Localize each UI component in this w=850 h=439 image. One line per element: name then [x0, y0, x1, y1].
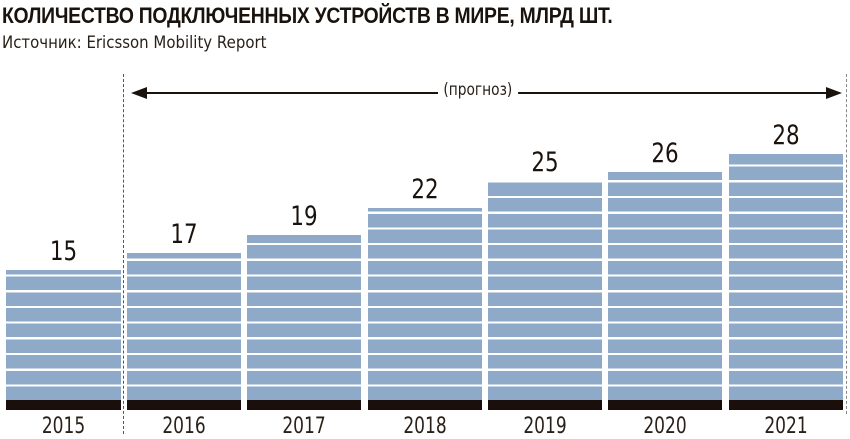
year-label-2017: 2017: [282, 414, 326, 439]
bar-base-2021: [729, 400, 843, 410]
bar-base-2017: [247, 400, 361, 410]
value-label-2016: 17: [170, 219, 198, 250]
bar-2015: [6, 270, 121, 400]
bar-2018: [368, 208, 482, 400]
value-label-2021: 28: [772, 120, 800, 151]
bar-2021: [729, 154, 843, 400]
value-label-2020: 26: [651, 138, 679, 169]
bar-2017: [247, 235, 361, 400]
bar-base-2020: [608, 400, 722, 410]
forecast-divider-left: [123, 74, 124, 434]
year-label-2019: 2019: [523, 414, 567, 439]
bar-2016: [127, 253, 241, 400]
year-label-2016: 2016: [162, 414, 206, 439]
bar-base-2016: [127, 400, 241, 410]
forecast-label: (прогноз): [438, 80, 518, 100]
arrow-right-icon: [826, 87, 842, 99]
bar-2019: [488, 181, 602, 400]
bar-base-2015: [6, 400, 121, 410]
year-label-2021: 2021: [764, 414, 808, 439]
chart-subtitle: Источник: Ericsson Mobility Report: [2, 33, 267, 53]
bar-2020: [608, 172, 722, 400]
arrow-left-icon: [131, 87, 147, 99]
bar-base-2019: [488, 400, 602, 410]
bar-base-2018: [368, 400, 482, 410]
chart-title: КОЛИЧЕСТВО ПОДКЛЮЧЕННЫХ УСТРОЙСТВ В МИРЕ…: [2, 3, 613, 28]
value-label-2019: 25: [531, 147, 559, 178]
year-label-2015: 2015: [41, 414, 86, 439]
forecast-divider-right: [846, 74, 847, 414]
year-label-2018: 2018: [403, 414, 447, 439]
value-label-2018: 22: [411, 174, 439, 205]
value-label-2015: 15: [49, 236, 78, 267]
value-label-2017: 19: [290, 201, 318, 232]
year-label-2020: 2020: [643, 414, 687, 439]
